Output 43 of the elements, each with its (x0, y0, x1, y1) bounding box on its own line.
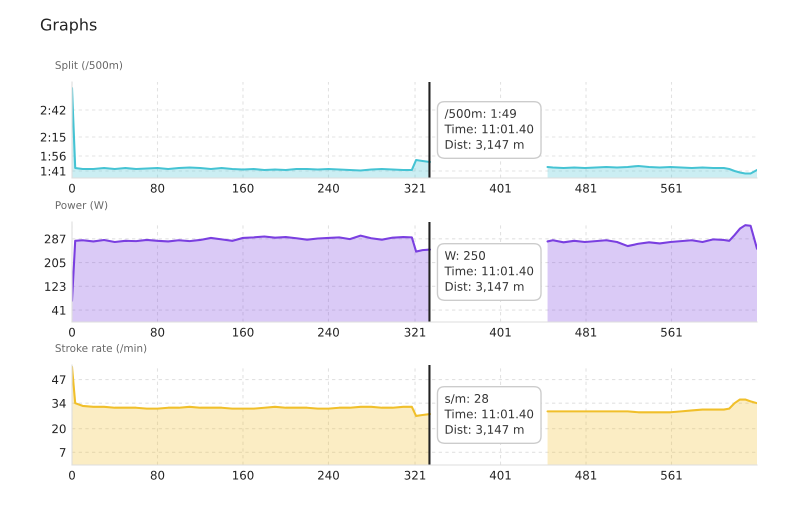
x-tick-label: 0 (69, 184, 75, 193)
x-tick-label: 561 (661, 328, 682, 337)
x-tick-label: 160 (233, 184, 254, 193)
x-tick-label: 240 (318, 328, 339, 337)
x-tick-label: 401 (490, 470, 511, 480)
x-tick-label: 481 (575, 470, 596, 480)
x-tick-label: 481 (575, 328, 596, 337)
y-tick-label: 2:15 (40, 132, 66, 142)
annotation: s/m: 28 Time: 11:01.40 Dist: 3,147 m (444, 394, 534, 436)
x-tick-label: 401 (490, 328, 511, 337)
chart-title: Graphs (40, 18, 97, 34)
y-tick-label: 7 (60, 448, 66, 457)
x-tick-label: 321 (404, 184, 426, 193)
x-tick-label: 240 (318, 184, 339, 193)
chart-subtitle: Power (W) (56, 200, 108, 210)
y-tick-label: 34 (52, 398, 66, 408)
annotation: W: 250 Time: 11:01.40 Dist: 3,147 m (444, 251, 534, 292)
x-tick-label: 561 (661, 184, 682, 193)
y-tick-label: 41 (52, 306, 66, 315)
x-tick-label: 321 (404, 328, 426, 337)
chart-subtitle: Stroke rate (/min) (56, 344, 146, 354)
x-tick-label: 481 (575, 184, 596, 193)
y-tick-label: 2:42 (40, 106, 66, 114)
x-tick-label: 321 (404, 470, 426, 480)
x-tick-label: 160 (233, 470, 254, 480)
y-tick-label: 47 (52, 375, 66, 384)
chart-subtitle: Split (/500m) (56, 60, 122, 72)
x-tick-label: 401 (490, 184, 511, 193)
x-tick-label: 0 (69, 328, 75, 337)
x-tick-label: 240 (318, 470, 339, 480)
y-tick-label: 1:56 (41, 152, 66, 161)
x-tick-label: 160 (233, 328, 254, 337)
x-tick-label: 80 (150, 184, 164, 193)
annotation: /500m: 1:49 Time: 11:01.40 Dist: 3,147 m (444, 109, 534, 150)
x-tick-label: 561 (661, 470, 682, 480)
y-tick-label: 1:41 (41, 166, 66, 176)
y-tick-label: 205 (44, 258, 66, 268)
x-tick-label: 0 (69, 470, 75, 480)
x-tick-label: 80 (150, 470, 164, 480)
y-tick-label: 20 (52, 424, 66, 434)
y-tick-label: 287 (44, 234, 66, 244)
x-tick-label: 80 (150, 328, 164, 337)
y-tick-label: 123 (45, 282, 66, 291)
